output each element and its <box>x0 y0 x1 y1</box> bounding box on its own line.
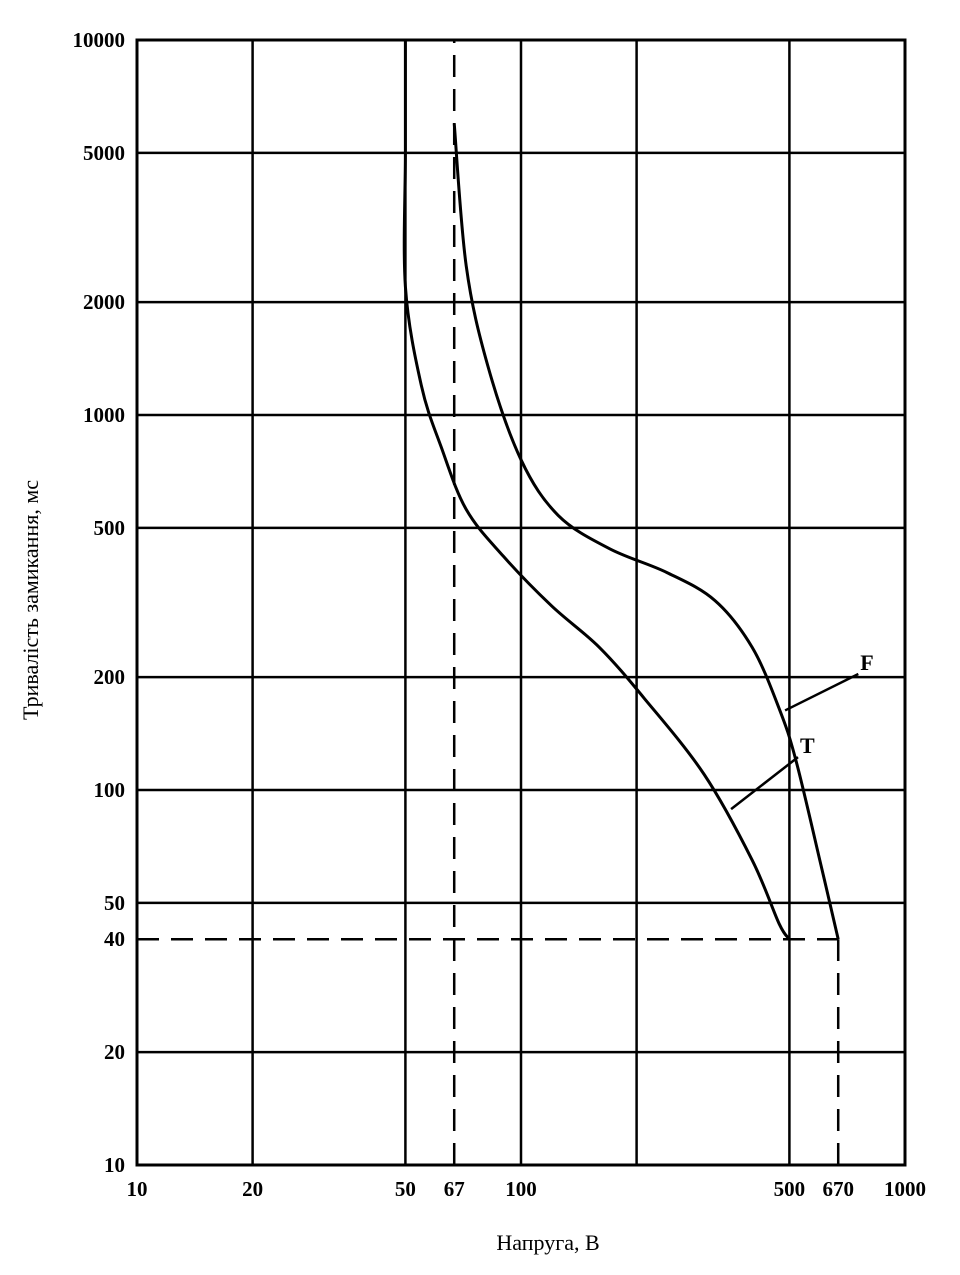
y-tick-500: 500 <box>94 516 126 540</box>
series-F-line <box>452 123 840 940</box>
annotation-label-T: T <box>800 733 815 758</box>
x-tick-10: 10 <box>127 1177 148 1201</box>
y-tick-100: 100 <box>94 778 126 802</box>
annotation-leader-T <box>730 756 799 811</box>
x-tick-20: 20 <box>242 1177 263 1201</box>
annotation-label-F: F <box>860 650 873 675</box>
x-tick-670: 670 <box>822 1177 854 1201</box>
series-layer <box>402 40 840 941</box>
y-tick-40: 40 <box>104 927 125 951</box>
y-tick-2000: 2000 <box>83 290 125 314</box>
y-tick-5000: 5000 <box>83 141 125 165</box>
y-axis-label: Тривалість замикання, мс <box>18 480 43 720</box>
x-tick-50: 50 <box>395 1177 416 1201</box>
x-tick-67: 67 <box>444 1177 465 1201</box>
y-tick-50: 50 <box>104 891 125 915</box>
series-T-line <box>402 40 791 941</box>
x-axis-label: Напруга, В <box>496 1230 599 1255</box>
annotation-leader-F <box>784 672 859 712</box>
grid <box>135 38 907 1167</box>
reference-lines <box>137 40 840 1165</box>
y-tick-20: 20 <box>104 1040 125 1064</box>
x-tick-100: 100 <box>505 1177 537 1201</box>
y-tick-1000: 1000 <box>83 403 125 427</box>
plot-frame <box>135 38 907 1167</box>
curve-annotations: FT <box>730 650 874 811</box>
x-tick-500: 500 <box>774 1177 806 1201</box>
y-tick-200: 200 <box>94 665 126 689</box>
y-tick-10: 10 <box>104 1153 125 1177</box>
x-tick-1000: 1000 <box>884 1177 926 1201</box>
x-tick-labels: 10 20 50 67 100 500 670 1000 <box>127 1177 927 1201</box>
y-tick-10000: 10000 <box>73 28 126 52</box>
y-tick-labels: 10000 5000 2000 1000 500 200 100 50 40 20 10 <box>73 28 126 1177</box>
